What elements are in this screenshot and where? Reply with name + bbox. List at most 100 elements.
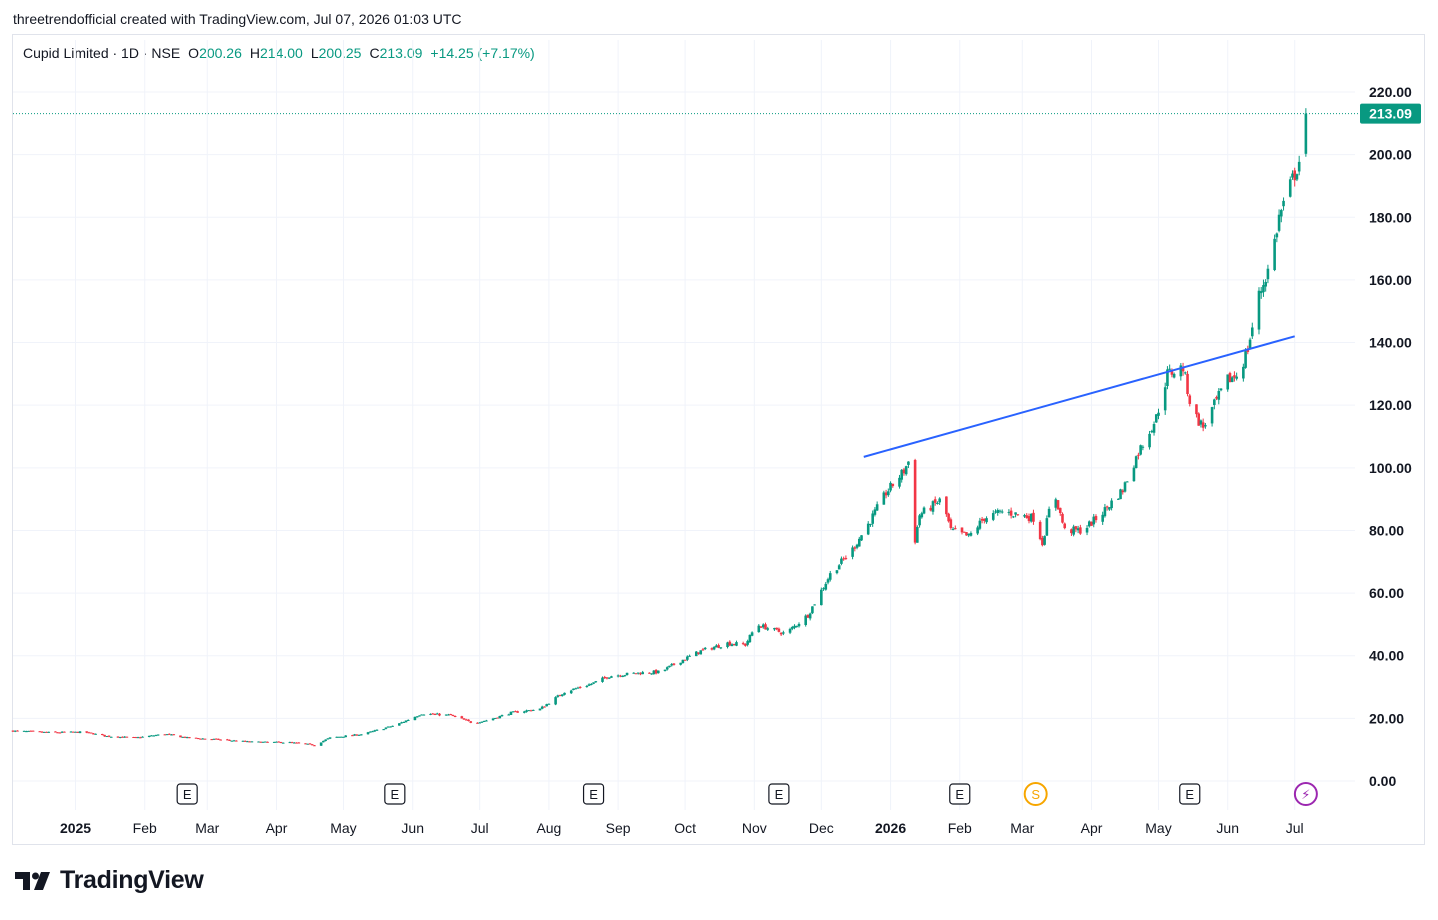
candle-body xyxy=(1029,513,1033,522)
candle xyxy=(293,742,296,744)
earnings-event-marker[interactable]: E xyxy=(384,783,406,805)
candle xyxy=(85,731,88,734)
candle xyxy=(451,714,455,717)
candle-body xyxy=(951,528,955,530)
earnings-event-marker[interactable]: E xyxy=(1179,783,1201,805)
candle-body xyxy=(60,731,64,733)
candle xyxy=(337,736,341,738)
candle-body xyxy=(601,677,604,682)
candle xyxy=(415,716,419,718)
candle xyxy=(811,606,814,615)
candle-body xyxy=(1172,373,1176,378)
candle-body xyxy=(853,547,857,549)
candle xyxy=(1041,535,1044,547)
candle-body xyxy=(929,507,933,511)
last-price-tag-bg xyxy=(1360,103,1421,124)
earnings-event-marker[interactable]: E xyxy=(949,783,971,805)
candle-body xyxy=(670,664,674,666)
candle-body xyxy=(587,684,591,686)
candle-body xyxy=(694,651,698,657)
candle xyxy=(683,659,687,661)
candle-body xyxy=(1016,514,1020,516)
dividend-icon xyxy=(1293,782,1318,806)
candle-body xyxy=(491,718,495,721)
symbol-label[interactable]: Cupid Limited · 1D · NSE xyxy=(23,45,181,61)
candle xyxy=(569,689,573,695)
x-tick-label: Jul xyxy=(471,820,489,836)
candle-body xyxy=(264,741,267,743)
x-tick-label: 2026 xyxy=(875,820,906,836)
candle xyxy=(1123,481,1127,493)
candle-body xyxy=(639,673,642,675)
candle-body xyxy=(1090,521,1093,526)
candle xyxy=(351,734,354,737)
candle xyxy=(241,740,245,742)
candle xyxy=(156,734,160,736)
candle-body xyxy=(889,482,892,491)
candle-body xyxy=(619,675,622,677)
candle-body xyxy=(625,672,629,676)
candle xyxy=(1242,363,1245,382)
candle-body xyxy=(116,736,120,738)
candle xyxy=(1217,388,1221,405)
tradingview-brand[interactable]: TradingView xyxy=(14,866,204,895)
earnings-event-marker[interactable]: E xyxy=(582,783,605,805)
open-label: O xyxy=(188,45,200,61)
candle xyxy=(806,614,810,619)
candle xyxy=(181,736,185,738)
candle-body xyxy=(342,736,345,738)
x-tick-label: Feb xyxy=(133,820,157,836)
earnings-label: E xyxy=(955,787,964,802)
candle-body xyxy=(328,737,332,739)
candle-body xyxy=(357,734,361,736)
candle xyxy=(686,655,689,662)
candle xyxy=(650,673,653,675)
candle xyxy=(1027,513,1031,524)
earnings-event-marker[interactable]: E xyxy=(768,783,790,805)
candle xyxy=(1157,408,1160,420)
candle xyxy=(172,734,176,736)
candle-body xyxy=(732,643,736,645)
candle xyxy=(1282,197,1285,211)
candle xyxy=(1056,500,1060,510)
candle xyxy=(757,624,761,633)
candle-body xyxy=(355,734,359,736)
candle-body xyxy=(683,659,687,661)
dividend-event-marker[interactable]: ⚡ xyxy=(1293,782,1318,806)
candle xyxy=(389,726,392,728)
candle xyxy=(610,675,613,678)
candle xyxy=(232,739,236,742)
candle-body xyxy=(451,715,455,717)
candle xyxy=(1038,520,1042,541)
candle xyxy=(69,731,73,733)
candle xyxy=(1248,337,1252,350)
candle xyxy=(1288,176,1292,198)
candle xyxy=(163,734,167,736)
earnings-event-marker[interactable]: E xyxy=(176,783,198,805)
candle-body xyxy=(983,518,986,521)
candle xyxy=(243,740,247,742)
candle-body xyxy=(1219,388,1223,391)
candle xyxy=(1000,509,1004,514)
candle xyxy=(1266,264,1270,284)
candle-body xyxy=(873,509,877,515)
candle-body xyxy=(594,681,598,683)
candle-body xyxy=(1291,173,1294,178)
candle xyxy=(875,501,879,511)
candle-body xyxy=(1134,456,1138,469)
candle-body xyxy=(822,588,825,590)
candle-body xyxy=(344,735,348,738)
x-tick-label: Aug xyxy=(536,820,561,836)
candle-body xyxy=(1226,374,1230,390)
candle-body xyxy=(603,677,607,679)
earnings-icon xyxy=(949,783,971,805)
candle-body xyxy=(844,557,848,559)
candle-body xyxy=(730,644,734,647)
candle-body xyxy=(728,641,732,646)
candle xyxy=(105,736,109,738)
ohlc-legend: Cupid Limited · 1D · NSE O 200.26 H 214.… xyxy=(23,45,535,61)
split-event-marker[interactable]: S xyxy=(1023,782,1048,806)
candle xyxy=(730,643,734,647)
earnings-label: E xyxy=(1185,787,1194,802)
